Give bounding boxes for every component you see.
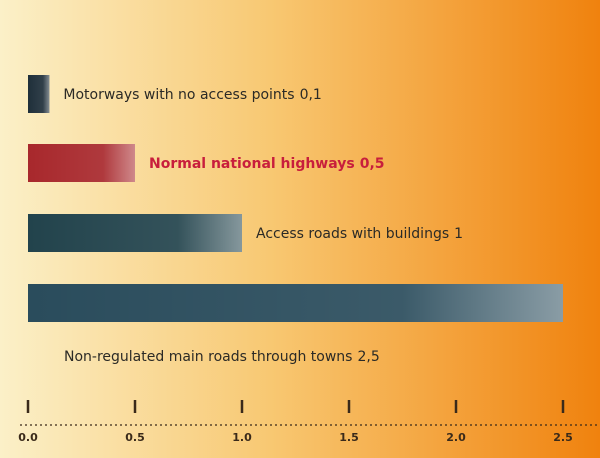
category-label: Non-regulated main roads through towns [64,349,352,365]
bar-label: Access roads with buildings 1 [256,226,463,242]
category-label: Access roads with buildings [256,226,449,242]
x-tick-label: 0.5 [125,431,145,444]
value-label: 1 [454,226,463,242]
category-label: Normal national highways [149,156,355,172]
x-tick-label: 2.0 [446,431,466,444]
bar-sheen [28,144,135,182]
x-tick-label: 1.5 [339,431,359,444]
bar-sheen [28,75,50,113]
bar-sheen [28,214,242,252]
category-label: Motorways with no access points [63,87,294,103]
value-label: 2,5 [357,349,379,365]
bar-label: Motorways with no access points 0,1 [63,87,321,103]
bar-sheen [28,284,563,322]
value-label: 0,1 [300,87,322,103]
x-tick-label: 1.0 [232,431,252,444]
x-tick-label: 2.5 [553,431,573,444]
x-tick-label: 0.0 [18,431,38,444]
value-label: 0,5 [360,156,385,172]
bar-label: Non-regulated main roads through towns 2,… [64,349,380,365]
bar-label: Normal national highways 0,5 [149,156,385,172]
